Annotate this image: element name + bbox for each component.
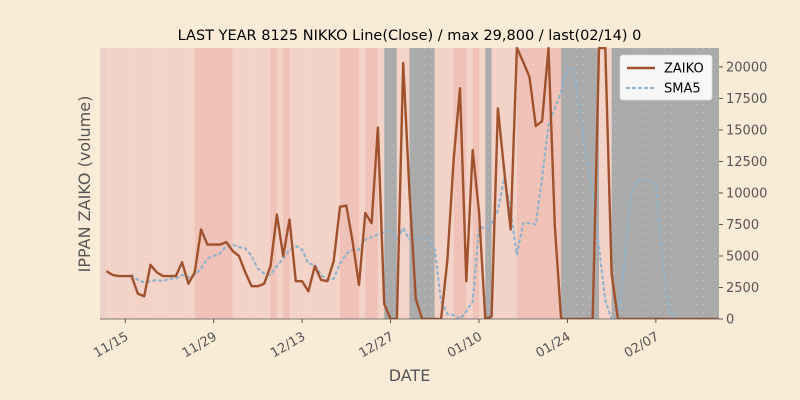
shaded-band-24 — [598, 48, 612, 319]
chart-title: LAST YEAR 8125 NIKKO Line(Close) / max 2… — [178, 28, 642, 44]
x-axis: 11/15 11/29 12/13 12/27 01/10 01/24 02/07 — [91, 318, 719, 361]
legend: ZAIKO SMA5 — [619, 54, 713, 101]
y-tick-label: 5000 — [726, 249, 759, 264]
shaded-band-5 — [276, 48, 284, 319]
x-axis-label: DATE — [389, 366, 431, 385]
x-tick-label: 11/15 — [91, 329, 131, 361]
x-tick-label: 12/27 — [357, 329, 397, 361]
y-tick-label: 7500 — [726, 218, 759, 233]
y-axis: 0 2500 5000 7500 10000 12500 15000 17500 20000 — [719, 60, 767, 328]
shaded-band-6 — [283, 48, 290, 319]
shaded-band-20 — [485, 48, 492, 319]
shaded-band-1 — [106, 48, 195, 319]
y-tick-label: 12500 — [726, 155, 767, 170]
y-tick-label: 20000 — [726, 60, 767, 75]
legend-box — [619, 54, 713, 101]
y-tick-label: 15000 — [726, 123, 767, 138]
series-layer — [105, 47, 719, 319]
x-tick-label: 01/10 — [445, 329, 485, 361]
y-tick-label: 17500 — [726, 92, 767, 107]
shaded-band-12 — [384, 48, 397, 319]
legend-label-sma5: SMA5 — [664, 82, 701, 97]
shaded-band-10 — [365, 48, 378, 319]
shaded-band-9 — [358, 48, 366, 319]
plot-area — [100, 47, 719, 319]
series-line-zaiko — [105, 47, 719, 319]
legend-label-zaiko: ZAIKO — [664, 62, 704, 77]
y-axis-label: IPPAN ZAIKO (volume) — [75, 96, 94, 273]
x-tick-label: 11/29 — [180, 329, 220, 361]
shaded-band-0 — [100, 48, 107, 319]
y-tick-label: 2500 — [726, 281, 759, 296]
y-tick-label: 10000 — [726, 186, 767, 201]
shaded-band-2 — [194, 48, 233, 319]
y-tick-label: 0 — [726, 313, 734, 328]
shaded-band-14 — [409, 48, 435, 319]
x-tick-label: 12/13 — [268, 329, 308, 361]
x-tick-label: 02/07 — [622, 329, 662, 361]
shaded-band-7 — [289, 48, 341, 319]
shaded-band-17 — [466, 48, 473, 319]
shaded-band-4 — [270, 48, 277, 319]
shaded-band-19 — [478, 48, 486, 319]
x-tick-label: 01/24 — [533, 329, 573, 361]
